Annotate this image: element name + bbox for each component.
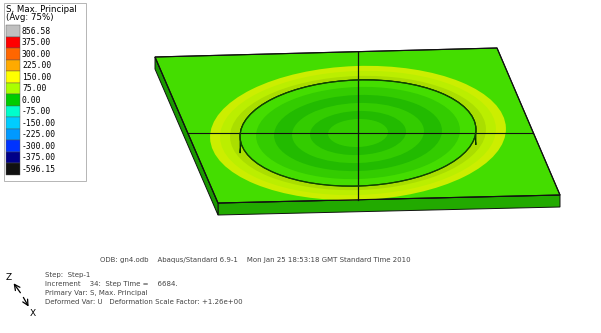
Bar [6, 60, 20, 71]
Polygon shape [218, 195, 560, 215]
FancyBboxPatch shape [4, 3, 86, 180]
Ellipse shape [310, 111, 406, 155]
Bar [6, 25, 20, 37]
Text: -225.00: -225.00 [22, 130, 56, 139]
Bar [6, 48, 20, 60]
Text: Increment    34:  Step Time =    6684.: Increment 34: Step Time = 6684. [45, 281, 178, 287]
Ellipse shape [328, 119, 388, 147]
Text: 150.00: 150.00 [22, 73, 51, 82]
Ellipse shape [274, 95, 442, 171]
Text: Step:  Step-1: Step: Step-1 [45, 272, 90, 278]
Bar [6, 94, 20, 106]
Ellipse shape [292, 103, 424, 163]
Text: 856.58: 856.58 [22, 27, 51, 36]
Ellipse shape [210, 66, 506, 200]
Text: Z: Z [6, 272, 12, 281]
Bar [6, 83, 20, 94]
Bar [6, 117, 20, 129]
Text: Primary Var: S, Max. Principal: Primary Var: S, Max. Principal [45, 290, 148, 296]
Bar [6, 37, 20, 48]
Bar [6, 129, 20, 140]
Text: 0.00: 0.00 [22, 96, 41, 105]
Ellipse shape [256, 87, 460, 179]
Polygon shape [155, 48, 560, 203]
Polygon shape [240, 80, 476, 153]
Text: 375.00: 375.00 [22, 38, 51, 47]
Text: -150.00: -150.00 [22, 119, 56, 128]
Text: Deformed Var: U   Deformation Scale Factor: +1.26e+00: Deformed Var: U Deformation Scale Factor… [45, 299, 243, 305]
Text: X: X [30, 308, 36, 317]
Text: -596.15: -596.15 [22, 165, 56, 174]
Ellipse shape [220, 71, 496, 195]
Text: (Avg: 75%): (Avg: 75%) [6, 13, 53, 22]
Bar [6, 163, 20, 174]
Text: S, Max. Principal: S, Max. Principal [6, 5, 77, 14]
Ellipse shape [240, 80, 476, 186]
Bar [6, 152, 20, 163]
Text: 225.00: 225.00 [22, 61, 51, 70]
Ellipse shape [230, 76, 486, 190]
Text: 75.00: 75.00 [22, 84, 46, 93]
Polygon shape [155, 57, 218, 215]
Bar [6, 71, 20, 83]
Bar [6, 106, 20, 117]
Text: -75.00: -75.00 [22, 107, 51, 116]
Text: 300.00: 300.00 [22, 50, 51, 59]
Text: -300.00: -300.00 [22, 142, 56, 151]
Text: -375.00: -375.00 [22, 153, 56, 162]
Text: ODB: gn4.odb    Abaqus/Standard 6.9-1    Mon Jan 25 18:53:18 GMT Standard Time 2: ODB: gn4.odb Abaqus/Standard 6.9-1 Mon J… [100, 257, 410, 263]
Bar [6, 140, 20, 152]
